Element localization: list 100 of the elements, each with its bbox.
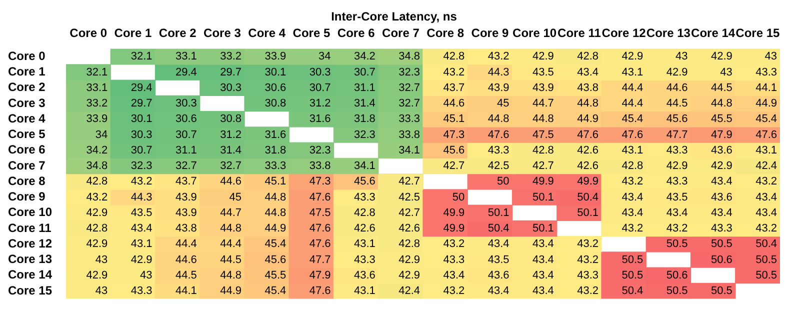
data-label: 45.6 [354, 176, 376, 188]
data-label: 45.4 [756, 113, 777, 126]
data-label: 42.7 [398, 176, 420, 188]
data-label: 43.4 [443, 269, 465, 282]
data-label: 43.5 [666, 191, 688, 204]
data-label: 50 [497, 176, 510, 188]
data-label: 31.1 [354, 82, 376, 94]
data-label: 42.8 [398, 238, 420, 250]
data-label: 44.8 [220, 269, 242, 282]
data-label: 43.2 [443, 66, 465, 78]
data-label: 34 [318, 50, 331, 63]
data-label: 50.4 [577, 191, 599, 204]
x-tick-label: Core 10 [512, 26, 557, 40]
data-label: 33.2 [86, 98, 108, 110]
data-label: 34.1 [354, 160, 376, 172]
data-label: 43.4 [130, 222, 152, 235]
data-label: 44.8 [264, 191, 286, 204]
data-label: 43.3 [354, 254, 376, 266]
data-label: 31.4 [220, 144, 242, 156]
data-label: 34.8 [86, 160, 108, 172]
data-label: 44.1 [175, 285, 197, 298]
data-label: 43.4 [532, 269, 554, 282]
data-label: 44.5 [710, 82, 732, 94]
y-tick-label: Core 8 [8, 174, 46, 188]
data-label: 44.5 [666, 98, 688, 110]
data-label: 43 [764, 50, 777, 63]
data-label: 43.8 [577, 82, 599, 94]
data-label: 33.1 [175, 50, 197, 63]
data-label: 42.9 [532, 50, 554, 63]
data-label: 43.7 [175, 176, 197, 188]
data-label: 34.8 [398, 50, 420, 63]
data-label: 45.4 [622, 113, 644, 126]
data-label: 31.8 [264, 144, 286, 156]
data-label: 43.2 [756, 176, 777, 188]
x-tick-label: Core 7 [382, 26, 420, 40]
data-label: 43.4 [577, 66, 599, 78]
data-label: 43.3 [443, 254, 465, 266]
x-tick-label: Core 2 [158, 26, 197, 40]
data-label: 42.4 [398, 285, 420, 298]
data-label: 43.1 [130, 238, 152, 250]
data-label: 33.3 [264, 160, 286, 172]
y-tick-label: Core 9 [8, 190, 46, 204]
data-label: 43.6 [710, 191, 732, 204]
data-label: 43.2 [577, 254, 599, 266]
data-label: 47.6 [756, 128, 777, 141]
data-label: 30.8 [264, 98, 286, 110]
data-label: 43.7 [443, 82, 465, 94]
data-label: 32.1 [86, 66, 108, 78]
x-tick-label: Core 1 [114, 26, 152, 40]
data-label: 44.3 [130, 191, 152, 204]
data-label: 45 [497, 98, 510, 110]
data-label: 43.2 [577, 285, 599, 298]
data-label: 43.3 [666, 144, 688, 156]
data-label: 50.5 [622, 269, 644, 282]
data-label: 42.8 [577, 50, 599, 63]
data-label: 44.7 [532, 98, 554, 110]
data-label: 50.1 [577, 206, 599, 219]
data-label: 50.6 [666, 269, 688, 282]
data-label: 42.8 [532, 144, 554, 156]
data-label: 43.4 [756, 206, 777, 219]
data-label: 32.3 [130, 160, 152, 172]
data-label: 49.9 [443, 222, 465, 235]
data-label: 47.5 [532, 128, 554, 141]
data-label: 47.6 [309, 285, 331, 298]
x-tick-label: Core 12 [602, 26, 646, 40]
y-tick-label: Core 13 [8, 252, 52, 266]
data-label: 43.9 [175, 206, 197, 219]
data-label: 43.3 [756, 66, 777, 78]
data-label: 29.4 [130, 82, 152, 94]
y-tick-label: Core 10 [8, 205, 52, 220]
data-label: 45.5 [710, 113, 732, 126]
data-label: 49.9 [443, 206, 465, 219]
data-label: 43 [95, 254, 108, 266]
x-tick-label: Core 4 [248, 26, 286, 40]
data-label: 43 [720, 66, 732, 78]
y-tick-label: Core 12 [8, 236, 52, 250]
data-label: 42.9 [666, 66, 688, 78]
data-label: 33.8 [398, 128, 420, 141]
data-label: 43.1 [354, 285, 376, 298]
data-label: 42.9 [86, 269, 108, 282]
data-label: 30.7 [309, 82, 331, 94]
data-label: 31.4 [354, 98, 376, 110]
y-tick-label: Core 1 [8, 64, 46, 79]
data-label: 47.6 [309, 191, 331, 204]
data-label: 43.3 [354, 191, 376, 204]
data-label: 30.6 [264, 82, 286, 94]
data-label: 29.7 [220, 66, 242, 78]
data-label: 44.8 [488, 113, 510, 126]
data-label: 32.1 [130, 50, 152, 63]
data-label: 44.6 [443, 98, 465, 110]
data-label: 42.8 [443, 50, 465, 63]
x-tick-label: Core 6 [337, 26, 376, 40]
data-label: 43.3 [577, 269, 599, 282]
data-label: 43.4 [532, 285, 554, 298]
data-label: 50.1 [488, 206, 510, 219]
data-label: 43.6 [710, 144, 732, 156]
data-label: 49.9 [532, 176, 554, 188]
data-label: 45.4 [264, 285, 286, 298]
data-label: 42.6 [577, 160, 599, 172]
data-label: 43.2 [622, 176, 644, 188]
